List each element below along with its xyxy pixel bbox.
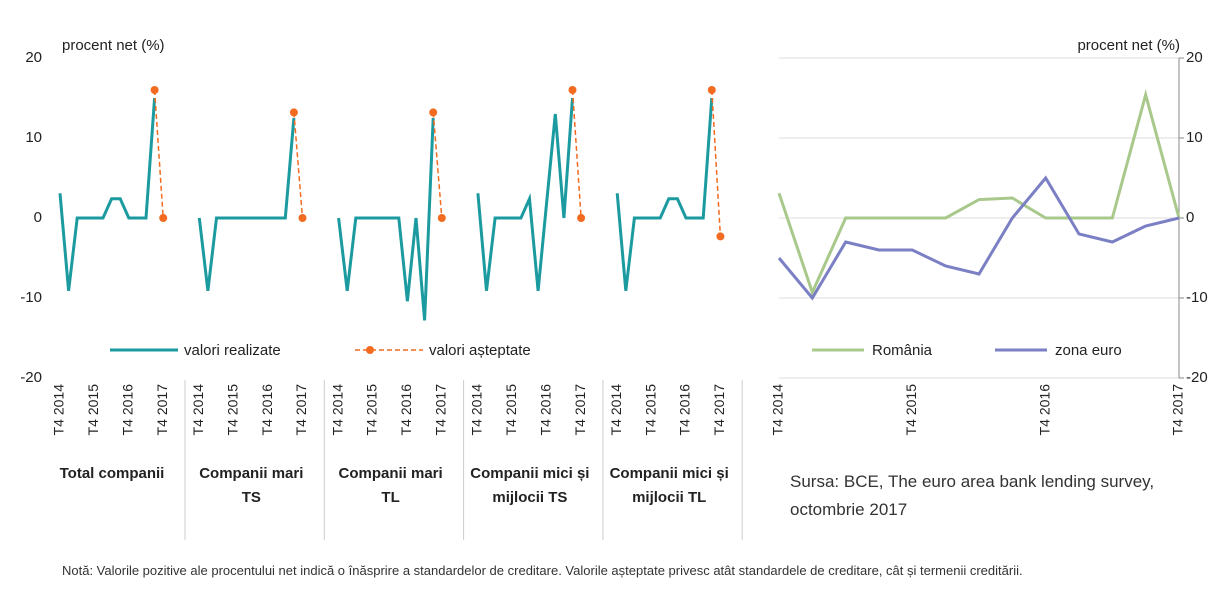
- group-label: Total companii: [59, 465, 165, 482]
- y-axis-title: procent net (%): [62, 37, 165, 54]
- x-tick-label: T4 2017: [433, 384, 449, 436]
- series-line: [337, 117, 435, 321]
- marker: [429, 108, 438, 117]
- y-tick-label: 20: [1186, 49, 1203, 66]
- x-tick-label: T4 2014: [770, 384, 786, 436]
- marker: [707, 86, 716, 94]
- x-tick-label: T4 2015: [503, 384, 519, 436]
- legend-label: valori realizate: [184, 342, 281, 359]
- x-tick-label: T4 2017: [154, 384, 170, 436]
- y-tick-label: -10: [1186, 289, 1208, 306]
- y-tick-label: 20: [25, 49, 42, 66]
- x-tick-label: T4 2015: [224, 384, 240, 436]
- source: Sursa: BCE, The euro area bank lending s…: [790, 472, 1155, 519]
- marker: [289, 108, 298, 117]
- group-label: Companii mici și mijlocii TS: [470, 465, 590, 506]
- x-tick-label: T4 2017: [711, 384, 727, 436]
- marker: [159, 214, 168, 222]
- y-tick-label: -10: [20, 289, 42, 306]
- series-line: [432, 112, 443, 219]
- y-tick-label: -20: [20, 369, 42, 386]
- y-axis-title: procent net (%): [1077, 37, 1180, 54]
- y-tick-label: 10: [1186, 129, 1203, 146]
- marker: [298, 214, 307, 222]
- note: Notă: Valorile pozitive ale procentului …: [62, 563, 1023, 578]
- series-line: [777, 175, 1180, 301]
- x-tick-label: T4 2014: [608, 384, 624, 436]
- y-tick-label: 0: [34, 209, 42, 226]
- marker: [437, 214, 446, 222]
- x-tick-label: T4 2016: [120, 384, 136, 436]
- x-tick-label: T4 2015: [642, 384, 658, 436]
- y-tick-label: 10: [25, 129, 42, 146]
- y-tick-label: -20: [1186, 369, 1208, 386]
- series-line: [476, 97, 574, 291]
- x-tick-label: T4 2015: [364, 384, 380, 436]
- series-line: [197, 117, 296, 291]
- group-label: Companii mici și mijlocii TL: [609, 465, 729, 506]
- x-tick-label: T4 2016: [259, 384, 275, 436]
- x-tick-label: T4 2016: [537, 384, 553, 436]
- x-tick-label: T4 2015: [85, 384, 101, 436]
- legend-marker: [366, 346, 374, 354]
- x-tick-label: T4 2017: [572, 384, 588, 436]
- legend-label: zona euro: [1055, 342, 1122, 359]
- x-tick-label: T4 2016: [677, 384, 693, 436]
- x-tick-label: T4 2016: [1036, 384, 1052, 436]
- group-label: Companii mari TL: [338, 465, 443, 506]
- series-line: [571, 89, 582, 219]
- x-tick-label: T4 2014: [51, 384, 67, 436]
- x-tick-label: T4 2015: [903, 384, 919, 436]
- x-tick-label: T4 2014: [190, 384, 206, 436]
- group-label: Companii mari TS: [199, 465, 304, 506]
- marker: [150, 86, 159, 94]
- series-line: [615, 97, 714, 291]
- x-tick-label: T4 2014: [469, 384, 485, 436]
- series-line: [711, 89, 722, 237]
- y-tick-label: 0: [1186, 209, 1194, 226]
- x-tick-label: T4 2016: [398, 384, 414, 436]
- series-line: [58, 97, 157, 291]
- x-tick-label: T4 2014: [329, 384, 345, 436]
- legend-label: valori așteptate: [429, 342, 531, 359]
- marker: [568, 86, 577, 94]
- x-tick-label: T4 2017: [1170, 384, 1186, 436]
- x-tick-label: T4 2017: [293, 384, 309, 436]
- marker: [716, 232, 725, 241]
- marker: [577, 214, 586, 222]
- legend-label: România: [872, 342, 933, 359]
- series-line: [293, 112, 304, 219]
- series-line: [777, 89, 1181, 297]
- series-line: [153, 89, 164, 219]
